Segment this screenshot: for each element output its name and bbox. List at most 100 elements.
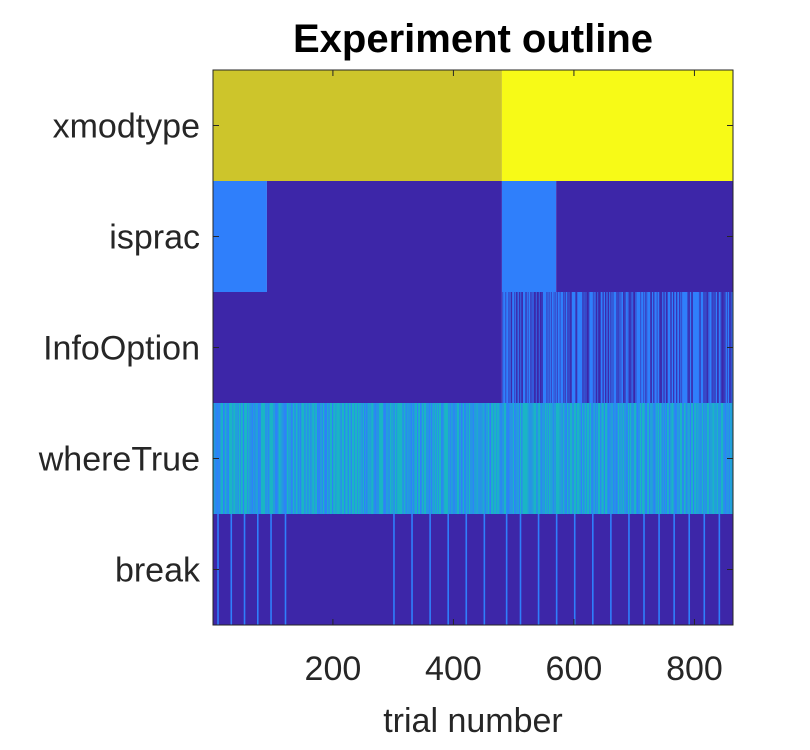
cell-wheretrue-stripe [420, 403, 422, 514]
cell-wheretrue-stripe [370, 403, 372, 514]
cell-wheretrue-stripe [248, 403, 250, 514]
cell-infooption-stripe [511, 292, 513, 403]
cell-wheretrue-stripe [489, 403, 491, 514]
cell-wheretrue-stripe [319, 403, 320, 514]
cell-infooption-stripe [582, 292, 583, 403]
cell-infooption-stripe [519, 292, 520, 403]
break-marker [718, 514, 721, 625]
cell-wheretrue-stripe [518, 403, 520, 514]
cell-wheretrue-stripe [251, 403, 253, 514]
cell-wheretrue-stripe [711, 403, 713, 514]
break-marker [703, 514, 706, 625]
break-marker [628, 514, 630, 625]
cell-wheretrue-stripe [344, 403, 346, 514]
cell-wheretrue-stripe [608, 403, 610, 514]
cell-infooption-stripe [691, 292, 693, 403]
cell-infooption-stripe [509, 292, 511, 403]
cell-infooption-stripe [600, 292, 601, 403]
cell-wheretrue-stripe [289, 403, 291, 514]
cell-wheretrue-stripe [407, 403, 409, 514]
cell-wheretrue-stripe [410, 403, 412, 514]
cell-wheretrue-stripe [516, 403, 517, 514]
cell-wheretrue-stripe [473, 403, 474, 514]
cell-infooption-stripe [553, 292, 555, 403]
cell-wheretrue-stripe [486, 403, 488, 514]
cell-wheretrue-stripe [227, 403, 228, 514]
cell-wheretrue-stripe [690, 403, 692, 514]
cell-infooption-stripe [535, 292, 537, 403]
cell-wheretrue-stripe [317, 403, 319, 514]
cell-wheretrue-stripe [328, 403, 330, 514]
cell-infooption-stripe [718, 292, 719, 403]
cell-wheretrue-stripe [386, 403, 388, 514]
cell-wheretrue-stripe [553, 403, 555, 514]
cell-infooption-stripe [538, 292, 539, 403]
cell-wheretrue-stripe [465, 403, 467, 514]
cell-infooption-stripe [713, 292, 715, 403]
cell-wheretrue-stripe [665, 403, 667, 514]
cell-infooption-stripe [576, 292, 578, 403]
cell-wheretrue-stripe [662, 403, 663, 514]
cell-isprac-segment [266, 181, 502, 292]
cell-wheretrue-stripe [253, 403, 255, 514]
row-label-break: break [115, 552, 201, 590]
cell-wheretrue-stripe [224, 403, 225, 514]
cell-infooption-stripe [634, 292, 636, 403]
cell-wheretrue-stripe [724, 403, 726, 514]
cell-wheretrue-stripe [321, 403, 323, 514]
cell-infooption-stripe [646, 292, 648, 403]
cell-wheretrue-stripe [719, 403, 721, 514]
cell-wheretrue-stripe [521, 403, 522, 514]
cell-wheretrue-stripe [228, 403, 229, 514]
cell-infooption-stripe [624, 292, 625, 403]
cell-wheretrue-stripe [436, 403, 437, 514]
cell-wheretrue-stripe [622, 403, 624, 514]
cell-infooption-stripe [570, 292, 572, 403]
cell-wheretrue-stripe [482, 403, 484, 514]
cell-infooption-stripe [606, 292, 608, 403]
cell-wheretrue-stripe [454, 403, 456, 514]
break-marker [447, 514, 449, 625]
cell-wheretrue-stripe [616, 403, 618, 514]
cell-wheretrue-stripe [480, 403, 481, 514]
cell-wheretrue-stripe [300, 403, 302, 514]
cell-wheretrue-stripe [320, 403, 322, 514]
cell-wheretrue-stripe [592, 403, 593, 514]
cell-wheretrue-stripe [434, 403, 436, 514]
cell-infooption-stripe [660, 292, 661, 403]
cell-infooption-stripe [564, 292, 566, 403]
cell-infooption-stripe [676, 292, 678, 403]
cell-infooption-stripe [607, 292, 609, 403]
cell-infooption-stripe [679, 292, 680, 403]
cell-isprac-segment [501, 181, 557, 292]
cell-wheretrue-stripe [318, 403, 320, 514]
cell-isprac-segment [556, 181, 734, 292]
x-tick-label: 800 [666, 650, 723, 688]
cell-wheretrue-stripe [653, 403, 655, 514]
cell-wheretrue-stripe [351, 403, 352, 514]
cell-wheretrue-stripe [431, 403, 433, 514]
cell-wheretrue-stripe [632, 403, 633, 514]
cell-infooption-stripe [576, 292, 577, 403]
cell-wheretrue-stripe [276, 403, 278, 514]
break-marker [573, 514, 576, 625]
cell-wheretrue-stripe [619, 403, 621, 514]
cell-wheretrue-stripe [607, 403, 609, 514]
cell-infooption-stripe [721, 292, 722, 403]
cell-wheretrue-stripe [316, 403, 318, 514]
cell-wheretrue-stripe [649, 403, 651, 514]
cell-wheretrue-stripe [468, 403, 469, 514]
cell-wheretrue-stripe [442, 403, 443, 514]
cell-wheretrue-stripe [565, 403, 566, 514]
cell-infooption-stripe [611, 292, 613, 403]
cell-infooption-stripe [555, 292, 557, 403]
cell-infooption-stripe [632, 292, 634, 403]
cell-wheretrue-stripe [600, 403, 601, 514]
cell-wheretrue-stripe [613, 403, 614, 514]
cell-wheretrue-stripe [485, 403, 486, 514]
cell-infooption-stripe [717, 292, 719, 403]
cell-wheretrue-stripe [285, 403, 286, 514]
cell-infooption-stripe [505, 292, 507, 403]
cell-infooption-stripe [612, 292, 614, 403]
cell-infooption-stripe [630, 292, 632, 403]
